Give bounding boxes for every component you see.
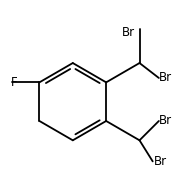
Text: Br: Br bbox=[122, 26, 135, 39]
Text: Br: Br bbox=[159, 115, 173, 127]
Text: F: F bbox=[10, 76, 17, 89]
Text: Br: Br bbox=[159, 72, 173, 84]
Text: Br: Br bbox=[154, 155, 167, 168]
